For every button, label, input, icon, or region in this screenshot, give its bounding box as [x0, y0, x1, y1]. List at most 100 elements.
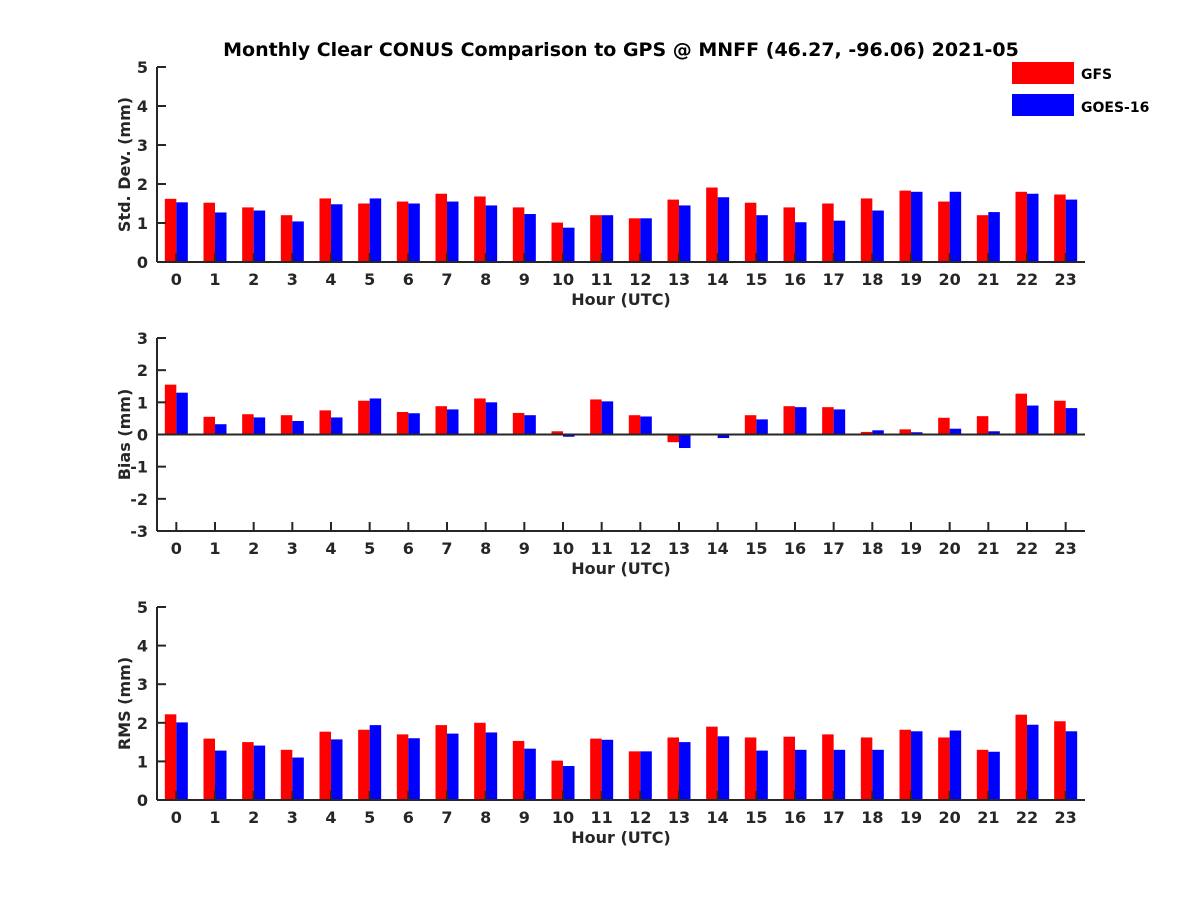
bar-std-gfs-6	[396, 201, 409, 262]
x-tick-label: 9	[519, 539, 530, 558]
bar-std-goes16-17	[833, 220, 846, 262]
x-tick-label: 18	[861, 808, 883, 827]
bar-std-goes16-0	[176, 202, 188, 262]
x-tick-label: 11	[591, 539, 613, 558]
bar-rms-goes16-13	[679, 742, 691, 800]
bar-rms-gfs-14	[706, 726, 718, 800]
bar-rms-goes16-4	[331, 739, 343, 800]
bar-rms-goes16-12	[640, 751, 652, 800]
bar-std-gfs-16	[783, 207, 795, 262]
bar-bias-goes16-4	[331, 417, 343, 435]
x-tick-label: 7	[441, 270, 452, 289]
bar-std-goes16-3	[292, 221, 304, 262]
x-tick-label: 2	[248, 270, 259, 289]
y-axis-label: Bias (mm)	[115, 389, 134, 481]
bar-std-goes16-11	[601, 215, 614, 262]
bar-std-goes16-16	[795, 222, 807, 262]
bar-std-goes16-18	[872, 210, 884, 262]
bar-bias-goes16-14	[717, 434, 730, 439]
bar-std-gfs-14	[706, 187, 718, 262]
x-tick-label: 0	[171, 539, 182, 558]
bar-std-gfs-18	[860, 198, 873, 262]
bar-rms-gfs-4	[319, 731, 331, 800]
x-axis-label: Hour (UTC)	[571, 290, 671, 309]
bar-std-gfs-13	[667, 199, 679, 262]
bar-std-goes16-21	[988, 212, 1000, 262]
y-tick-label: 3	[137, 136, 148, 155]
x-axis-label: Hour (UTC)	[571, 828, 671, 847]
bar-bias-gfs-9	[512, 412, 525, 435]
bar-rms-goes16-1	[215, 750, 227, 800]
x-tick-label: 8	[480, 270, 491, 289]
x-tick-label: 10	[552, 808, 574, 827]
bar-rms-goes16-7	[447, 733, 459, 800]
x-tick-label: 21	[977, 808, 999, 827]
x-tick-label: 13	[668, 270, 690, 289]
bar-bias-goes16-20	[949, 428, 962, 435]
bar-rms-goes16-19	[911, 731, 923, 800]
x-tick-label: 2	[248, 539, 259, 558]
x-tick-label: 14	[707, 270, 729, 289]
bar-rms-gfs-13	[667, 737, 679, 800]
bar-bias-goes16-12	[640, 416, 652, 435]
x-tick-label: 20	[939, 270, 961, 289]
bar-bias-goes16-0	[176, 392, 188, 435]
bar-bias-gfs-1	[203, 416, 215, 435]
bar-bias-gfs-6	[396, 411, 409, 435]
chart-title: Monthly Clear CONUS Comparison to GPS @ …	[223, 39, 1019, 61]
x-tick-label: 23	[1055, 808, 1077, 827]
bar-std-gfs-21	[976, 215, 989, 262]
bar-std-goes16-4	[331, 204, 343, 262]
bar-std-goes16-13	[679, 205, 691, 262]
bar-bias-goes16-2	[253, 417, 266, 435]
bar-bias-goes16-5	[369, 398, 382, 435]
bar-std-goes16-10	[563, 227, 575, 262]
x-tick-label: 22	[1016, 270, 1038, 289]
bar-std-goes16-22	[1027, 193, 1039, 262]
x-tick-label: 15	[745, 539, 767, 558]
bar-bias-goes16-16	[795, 407, 807, 435]
x-tick-label: 14	[707, 539, 729, 558]
bar-rms-gfs-15	[744, 737, 757, 800]
bar-rms-gfs-12	[628, 751, 641, 800]
x-tick-label: 21	[977, 539, 999, 558]
x-tick-label: 7	[441, 808, 452, 827]
bar-rms-gfs-2	[242, 742, 254, 800]
bar-rms-gfs-9	[512, 740, 525, 800]
bar-bias-goes16-10	[563, 434, 575, 437]
bar-rms-gfs-5	[358, 729, 370, 800]
bar-rms-gfs-22	[1015, 714, 1027, 800]
bar-rms-gfs-3	[280, 749, 293, 800]
bar-rms-goes16-23	[1065, 731, 1078, 800]
bar-bias-gfs-2	[242, 414, 254, 435]
bar-std-gfs-12	[628, 218, 641, 262]
bar-bias-goes16-13	[679, 434, 691, 449]
x-tick-label: 20	[939, 539, 961, 558]
legend-label-gfs: GFS	[1081, 67, 1112, 83]
x-tick-label: 17	[823, 539, 845, 558]
bar-rms-gfs-19	[899, 729, 911, 800]
bar-std-goes16-15	[756, 215, 768, 262]
x-tick-label: 5	[364, 539, 375, 558]
bar-rms-goes16-20	[949, 730, 962, 800]
bar-std-gfs-1	[203, 202, 215, 262]
bar-rms-goes16-11	[601, 739, 614, 800]
bar-bias-goes16-18	[872, 430, 884, 435]
bar-bias-gfs-4	[319, 410, 331, 435]
x-tick-label: 15	[745, 270, 767, 289]
bar-std-goes16-12	[640, 218, 652, 262]
bar-bias-gfs-19	[899, 429, 911, 435]
x-tick-label: 5	[364, 270, 375, 289]
bar-bias-gfs-23	[1054, 400, 1066, 435]
bar-bias-gfs-21	[976, 416, 989, 435]
x-tick-label: 21	[977, 270, 999, 289]
bar-rms-gfs-20	[938, 737, 950, 800]
legend-swatch-gfs	[1012, 62, 1074, 84]
bar-std-gfs-8	[474, 196, 486, 262]
bar-bias-gfs-0	[164, 384, 177, 435]
x-tick-label: 9	[519, 270, 530, 289]
bar-bias-gfs-18	[860, 431, 873, 435]
bar-std-gfs-20	[938, 201, 950, 262]
legend-label-goes16: GOES-16	[1081, 100, 1149, 116]
